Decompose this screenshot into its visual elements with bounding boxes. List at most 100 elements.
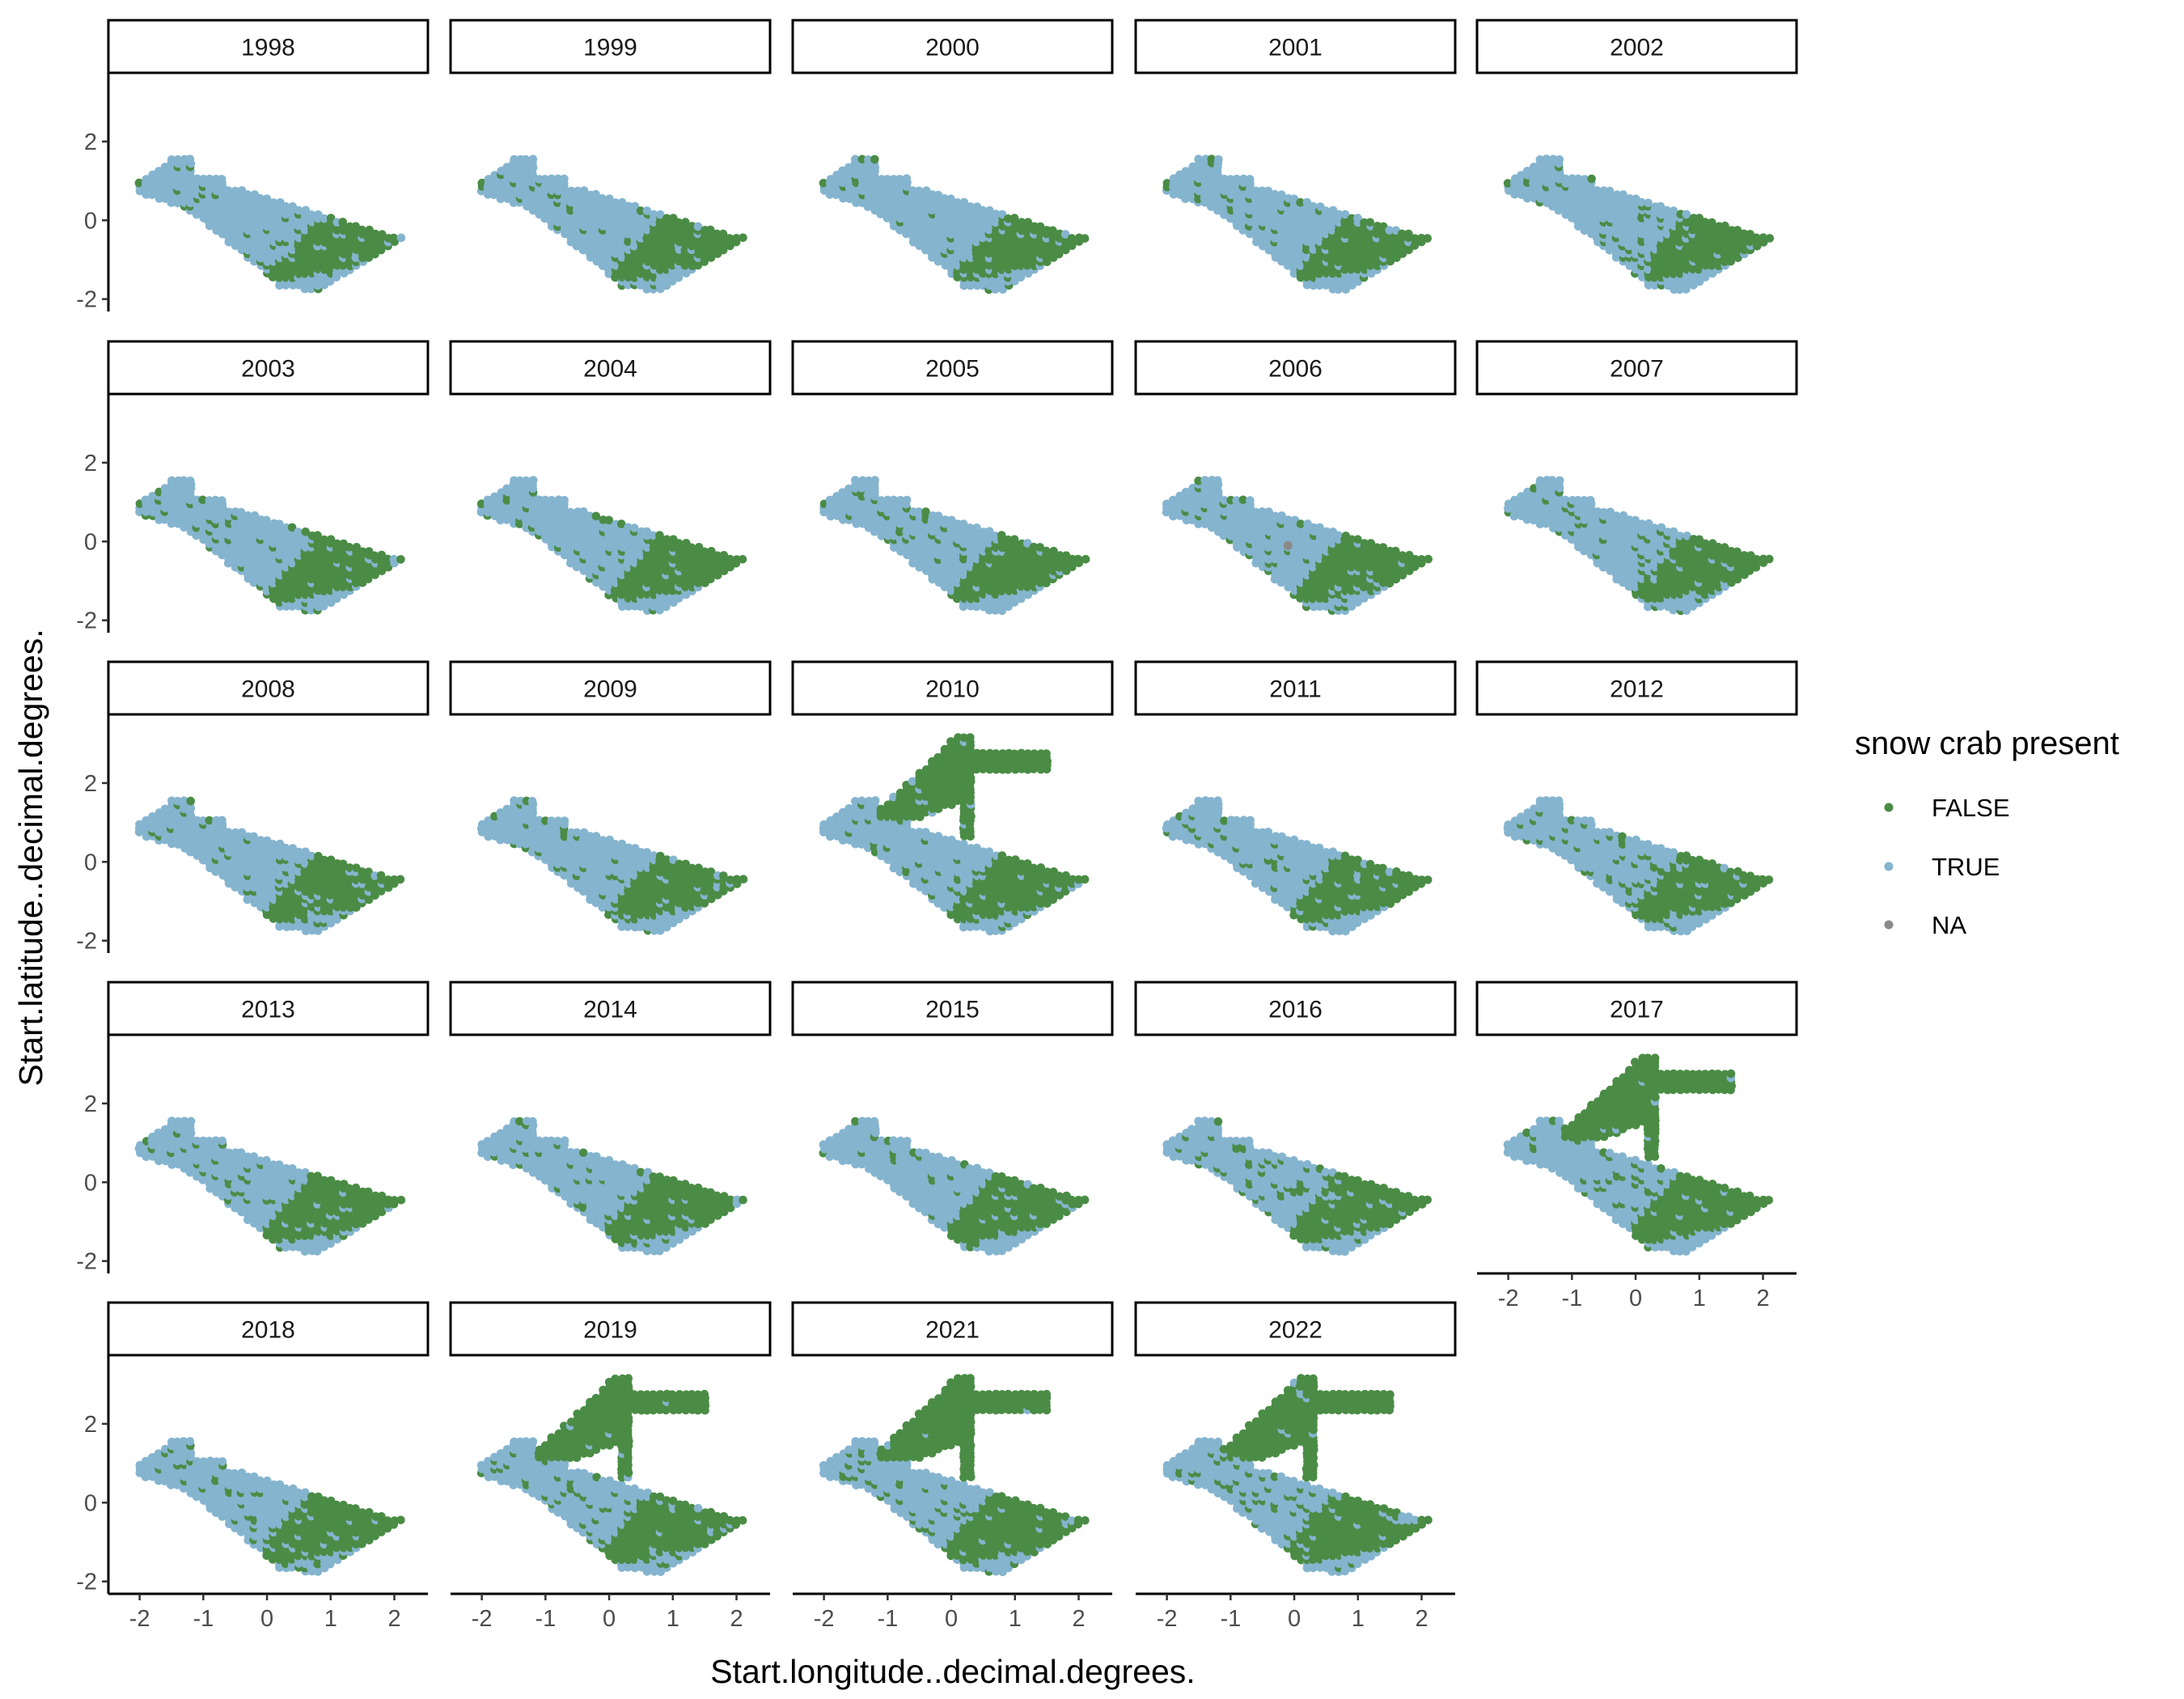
panels-layer: 1998 -2 0 2 1999 2000 2001 2002 2003 -2 0 2 2004 2005… bbox=[76, 19, 1798, 1632]
point bbox=[1009, 535, 1019, 544]
facet-strip-label-2007: 2007 bbox=[1610, 356, 1664, 383]
facet-strip-label-1999: 1999 bbox=[583, 35, 637, 61]
facet-panel-2001: 2001 bbox=[1134, 19, 1457, 294]
y-tick-label: -2 bbox=[76, 287, 97, 313]
facet-panel-1999: 1999 bbox=[449, 19, 772, 294]
point bbox=[1081, 554, 1090, 564]
point bbox=[1009, 214, 1019, 222]
points-2007 bbox=[1504, 476, 1774, 616]
point bbox=[1321, 206, 1331, 215]
point bbox=[365, 225, 375, 235]
facet-strip-label-2002: 2002 bbox=[1610, 35, 1664, 61]
facet-strip-label-2001: 2001 bbox=[1268, 35, 1323, 61]
point bbox=[655, 531, 664, 540]
point bbox=[378, 230, 387, 239]
point bbox=[307, 210, 316, 219]
facet-strip-label-2006: 2006 bbox=[1268, 356, 1323, 383]
facet-panel-2005: 2005 bbox=[791, 340, 1114, 616]
point bbox=[281, 201, 290, 211]
facet-strip-label-2005: 2005 bbox=[925, 356, 980, 383]
point bbox=[1765, 234, 1775, 243]
point bbox=[1245, 175, 1255, 184]
point bbox=[243, 190, 252, 199]
point bbox=[1365, 218, 1375, 227]
point bbox=[185, 155, 195, 163]
point bbox=[218, 496, 226, 505]
point bbox=[358, 225, 366, 235]
facet-strip-label-2000: 2000 bbox=[925, 35, 980, 61]
point bbox=[1708, 218, 1716, 227]
point bbox=[262, 194, 272, 203]
point bbox=[338, 218, 348, 227]
facet-panel-2006: 2006 bbox=[1134, 340, 1457, 616]
point bbox=[205, 174, 214, 184]
point bbox=[186, 477, 195, 485]
points-2002 bbox=[1503, 155, 1775, 294]
point bbox=[351, 222, 361, 231]
point bbox=[560, 174, 569, 184]
y-tick-label: 2 bbox=[84, 129, 97, 155]
point bbox=[1423, 234, 1432, 243]
point bbox=[301, 205, 311, 215]
point bbox=[134, 178, 144, 188]
point bbox=[1605, 186, 1615, 196]
facet-strip-label-2003: 2003 bbox=[241, 356, 295, 383]
facet-strip-label-1998: 1998 bbox=[241, 35, 295, 61]
point bbox=[224, 186, 233, 195]
point bbox=[256, 193, 265, 203]
point bbox=[1246, 496, 1255, 505]
points-2006 bbox=[1162, 476, 1433, 616]
point bbox=[396, 555, 405, 564]
points-2004 bbox=[476, 476, 747, 616]
facet-panel-2007: 2007 bbox=[1475, 340, 1798, 616]
facet-panel-1998: 1998 -2 0 2 bbox=[76, 19, 430, 313]
point-na bbox=[1283, 540, 1293, 550]
points-2001 bbox=[1162, 155, 1432, 294]
points-2005 bbox=[819, 476, 1090, 616]
points-2003 bbox=[135, 476, 405, 615]
point bbox=[1073, 554, 1083, 564]
points-1999 bbox=[476, 155, 747, 294]
point bbox=[1644, 198, 1653, 208]
point bbox=[1213, 476, 1222, 485]
point bbox=[389, 233, 399, 243]
points-1998 bbox=[134, 155, 406, 294]
point bbox=[320, 214, 329, 223]
points-2000 bbox=[819, 155, 1090, 294]
point bbox=[851, 476, 860, 485]
point bbox=[148, 170, 157, 180]
point bbox=[1555, 155, 1564, 164]
point bbox=[529, 476, 538, 485]
point bbox=[326, 214, 336, 222]
point bbox=[598, 194, 607, 203]
point bbox=[231, 186, 240, 196]
point bbox=[738, 555, 747, 564]
point bbox=[1214, 155, 1223, 164]
facet-panel-2002: 2002 bbox=[1475, 19, 1798, 294]
point bbox=[217, 175, 226, 184]
point bbox=[396, 233, 406, 243]
point bbox=[1080, 234, 1090, 244]
facet-panel-2004: 2004 bbox=[449, 340, 772, 616]
facet-strip-1998 bbox=[107, 19, 430, 74]
y-tick-label: 0 bbox=[84, 208, 97, 234]
point bbox=[193, 174, 201, 184]
facet-panel-2000: 2000 bbox=[791, 19, 1114, 294]
point bbox=[345, 543, 354, 552]
point bbox=[870, 476, 879, 485]
y-tick-label: 2 bbox=[84, 451, 97, 477]
y-tick-label: 0 bbox=[84, 529, 97, 555]
point bbox=[1424, 554, 1433, 564]
point bbox=[560, 496, 569, 505]
facet-panel-2003: 2003 -2 0 2 bbox=[76, 340, 430, 634]
point bbox=[739, 233, 747, 243]
y-tick-label: -2 bbox=[76, 608, 97, 634]
facet-strip-label-2004: 2004 bbox=[583, 356, 637, 383]
point bbox=[902, 495, 912, 505]
point bbox=[870, 155, 879, 164]
point bbox=[294, 205, 303, 215]
point bbox=[528, 155, 538, 163]
point bbox=[262, 515, 271, 525]
point bbox=[167, 155, 176, 164]
